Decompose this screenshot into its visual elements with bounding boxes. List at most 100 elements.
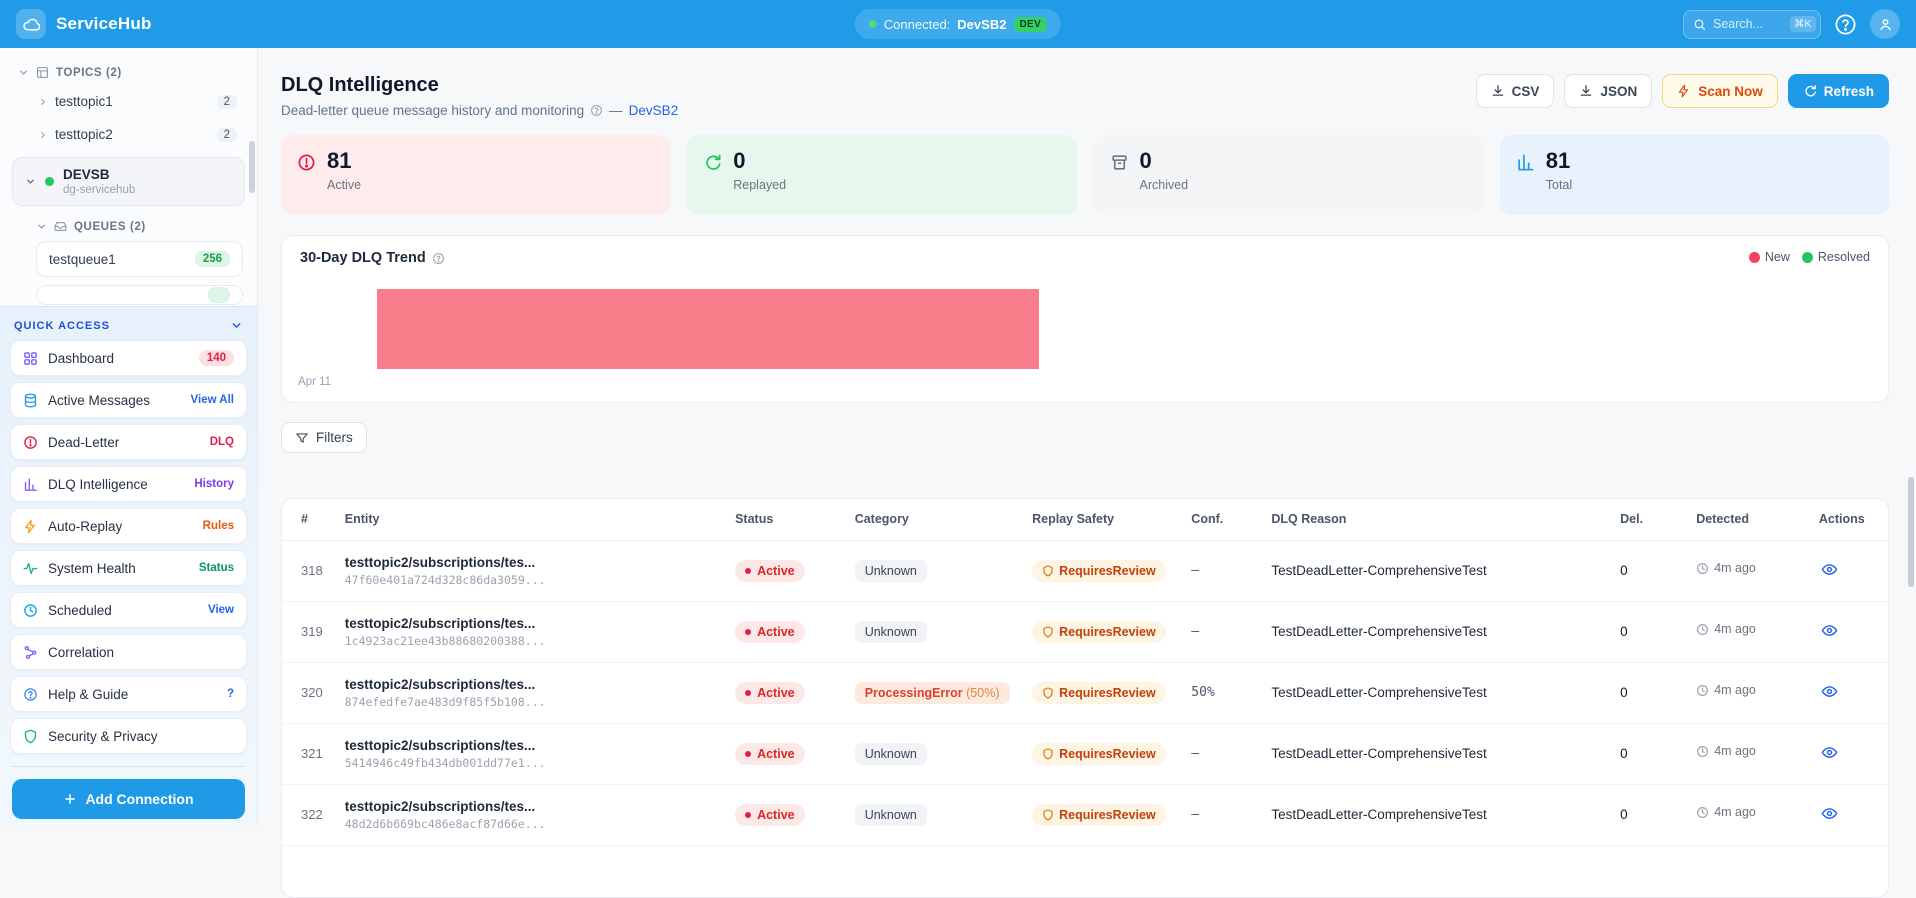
entity-path[interactable]: testtopic2/subscriptions/tes...: [345, 555, 719, 570]
col-header-del[interactable]: Del.: [1612, 499, 1688, 540]
subtitle-connection-link[interactable]: DevSB2: [629, 103, 679, 118]
table-row[interactable]: 322 testtopic2/subscriptions/tes... 48d2…: [282, 784, 1888, 845]
export-json-button[interactable]: JSON: [1564, 74, 1652, 108]
col-header-category[interactable]: Category: [847, 499, 1024, 540]
search-input[interactable]: [1713, 17, 1783, 31]
quick-item-active-messages[interactable]: Active Messages View All: [10, 382, 247, 418]
info-icon[interactable]: [432, 252, 445, 265]
status-dot-icon: [745, 812, 751, 818]
view-all-link[interactable]: View All: [191, 394, 234, 406]
download-icon: [1491, 84, 1505, 98]
quick-item-help-guide[interactable]: Help & Guide ?: [10, 676, 247, 712]
row-number: 318: [282, 540, 337, 601]
connection-name: DEVSB: [63, 167, 135, 182]
sidebar-item-testtopic1[interactable]: testtopic1 2: [10, 85, 247, 118]
chevron-down-icon[interactable]: [230, 319, 243, 332]
detected-time: 4m ago: [1696, 622, 1756, 636]
topic-name: testtopic2: [55, 127, 113, 142]
sidebar-item-testtopic2[interactable]: testtopic2 2: [10, 118, 247, 151]
add-connection-button[interactable]: Add Connection: [12, 779, 245, 819]
status-badge: Active: [735, 682, 805, 704]
col-header-reason[interactable]: DLQ Reason: [1263, 499, 1612, 540]
delivery-count: 0: [1612, 723, 1688, 784]
view-message-button[interactable]: [1819, 803, 1840, 824]
clock-icon: [1696, 623, 1709, 636]
chart-bar-new[interactable]: [377, 289, 1039, 369]
chevron-down-icon: [18, 67, 29, 78]
sidebar-section-queues[interactable]: QUEUES (2): [10, 214, 247, 239]
dlq-reason: TestDeadLetter-ComprehensiveTest: [1263, 723, 1612, 784]
view-message-button[interactable]: [1819, 681, 1840, 702]
detected-time: 4m ago: [1696, 561, 1756, 575]
entity-path[interactable]: testtopic2/subscriptions/tes...: [345, 616, 719, 631]
replay-safety-badge: RequiresReview: [1032, 621, 1166, 643]
col-header-replay[interactable]: Replay Safety: [1024, 499, 1183, 540]
legend-new-label: New: [1765, 250, 1790, 264]
quick-item-dead-letter[interactable]: Dead-Letter DLQ: [10, 424, 247, 460]
view-message-button[interactable]: [1819, 559, 1840, 580]
connection-status-label: Connected:: [884, 17, 951, 32]
entity-path[interactable]: testtopic2/subscriptions/tes...: [345, 738, 719, 753]
quick-item-scheduled[interactable]: Scheduled View: [10, 592, 247, 628]
col-header-num[interactable]: #: [282, 499, 337, 540]
entity-path[interactable]: testtopic2/subscriptions/tes...: [345, 799, 719, 814]
main-scrollbar-thumb[interactable]: [1908, 477, 1914, 587]
quick-item-dashboard[interactable]: Dashboard 140: [10, 340, 247, 376]
filters-button[interactable]: Filters: [281, 422, 367, 453]
replay-icon: [703, 153, 722, 200]
quick-item-correlation[interactable]: Correlation: [10, 634, 247, 670]
quick-item-security-privacy[interactable]: Security & Privacy: [10, 718, 247, 754]
stat-value: 0: [1140, 150, 1189, 172]
export-csv-button[interactable]: CSV: [1476, 74, 1555, 108]
view-message-button[interactable]: [1819, 742, 1840, 763]
confidence-value: –: [1183, 540, 1263, 601]
info-icon[interactable]: [590, 104, 603, 117]
refresh-button[interactable]: Refresh: [1788, 74, 1889, 108]
lightning-icon: [1677, 84, 1691, 98]
connection-name: DevSB2: [957, 17, 1006, 32]
sidebar-connection-devsb[interactable]: DEVSB dg-servicehub: [12, 157, 245, 206]
global-search[interactable]: ⌘K: [1683, 10, 1821, 39]
row-number: 319: [282, 601, 337, 662]
help-circle-icon[interactable]: [1834, 13, 1857, 36]
table-row[interactable]: 320 testtopic2/subscriptions/tes... 874e…: [282, 662, 1888, 723]
sidebar-section-topics[interactable]: TOPICS (2): [10, 60, 247, 85]
topic-name: testtopic1: [55, 94, 113, 109]
subtitle-dash: —: [609, 103, 623, 118]
sidebar-item-testqueue1[interactable]: testqueue1 256: [36, 241, 243, 277]
scan-now-button[interactable]: Scan Now: [1662, 74, 1778, 108]
quick-access-label: QUICK ACCESS: [14, 320, 110, 332]
connection-namespace: dg-servicehub: [63, 184, 135, 196]
table-row[interactable]: 319 testtopic2/subscriptions/tes... 1c49…: [282, 601, 1888, 662]
col-header-entity[interactable]: Entity: [337, 499, 727, 540]
connection-status-pill[interactable]: Connected: DevSB2 DEV: [855, 9, 1061, 39]
detected-time: 4m ago: [1696, 683, 1756, 697]
dlq-trend-chart: 30-Day DLQ Trend New Resolved Apr 11: [281, 235, 1889, 403]
entity-path[interactable]: testtopic2/subscriptions/tes...: [345, 677, 719, 692]
bar-chart-icon: [1516, 153, 1535, 200]
quick-item-auto-replay[interactable]: Auto-Replay Rules: [10, 508, 247, 544]
sidebar-scrollbar-thumb[interactable]: [249, 141, 255, 193]
quick-item-dlq-intelligence[interactable]: DLQ Intelligence History: [10, 466, 247, 502]
env-badge: DEV: [1013, 17, 1047, 32]
col-header-status[interactable]: Status: [727, 499, 847, 540]
view-message-button[interactable]: [1819, 620, 1840, 641]
dashboard-grid-icon: [23, 351, 38, 366]
chart-legend: New Resolved: [1749, 250, 1870, 264]
app-logo: [16, 9, 46, 39]
col-header-actions[interactable]: Actions: [1811, 499, 1888, 540]
col-header-detected[interactable]: Detected: [1688, 499, 1811, 540]
sidebar-item-queue-partial[interactable]: [36, 285, 243, 305]
stat-card-active: 81 Active: [281, 135, 670, 215]
stat-card-total: 81 Total: [1500, 135, 1889, 215]
view-link[interactable]: View: [208, 604, 234, 616]
user-avatar[interactable]: [1870, 9, 1900, 39]
entity-hash: 874efedfe7ae483d9f85f5b108...: [345, 695, 719, 709]
quick-item-system-health[interactable]: System Health Status: [10, 550, 247, 586]
table-row[interactable]: 318 testtopic2/subscriptions/tes... 47f6…: [282, 540, 1888, 601]
alert-circle-icon: [23, 435, 38, 450]
confidence-value: –: [1183, 723, 1263, 784]
delivery-count: 0: [1612, 540, 1688, 601]
col-header-conf[interactable]: Conf.: [1183, 499, 1263, 540]
table-row[interactable]: 321 testtopic2/subscriptions/tes... 5414…: [282, 723, 1888, 784]
